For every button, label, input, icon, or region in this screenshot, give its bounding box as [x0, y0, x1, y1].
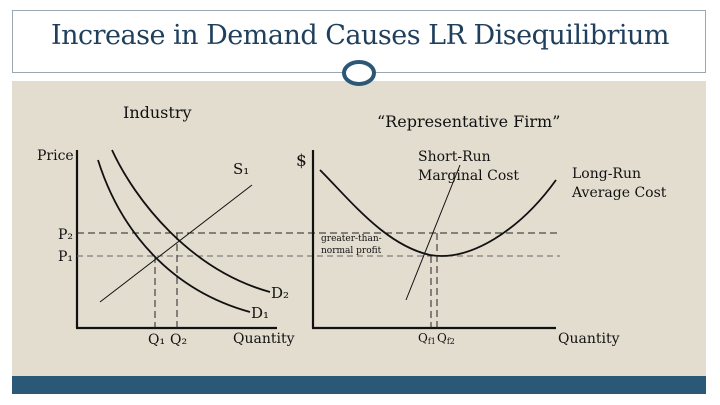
lrac-label-line1: Long-Run [572, 166, 641, 182]
price-label-p1: P₁ [58, 249, 73, 265]
industry-heading: Industry [123, 103, 192, 122]
quantity-label-qf1: Qf1 [418, 331, 436, 346]
content-area [12, 81, 706, 376]
demand-label-d2: D₂ [271, 284, 289, 302]
profit-label-line2: normal profit [321, 246, 382, 256]
firm-heading: “Representative Firm” [377, 112, 560, 131]
industry-quantity-axis-label: Quantity [233, 331, 295, 347]
firm-quantity-axis-label: Quantity [558, 331, 620, 347]
srmc-curve [405, 164, 461, 301]
supply-label-s1: S₁ [233, 160, 249, 178]
demand-label-d1: D₁ [251, 304, 269, 322]
srmc-label-line1: Short-Run [418, 149, 491, 165]
lrac-label-line2: Average Cost [571, 185, 667, 201]
quantity-label-q1: Q₁ [148, 332, 165, 348]
lrac-curve [319, 169, 557, 257]
ring-ornament-icon [342, 60, 376, 86]
quantity-label-qf2: Qf2 [437, 331, 455, 346]
srmc-label-line2: Marginal Cost [418, 168, 519, 184]
demand-curve-d2 [111, 149, 271, 293]
footer-bar [12, 376, 706, 394]
demand-curve-d1 [97, 159, 251, 313]
quantity-label-q2: Q₂ [170, 332, 187, 348]
supply-curve-s1 [99, 184, 253, 303]
price-label-p2: P₂ [58, 227, 73, 243]
profit-label-line1: greater-than- [321, 234, 382, 244]
firm-dollar-axis-label: $ [296, 151, 307, 171]
slide-title: Increase in Demand Causes LR Disequilibr… [50, 20, 670, 51]
industry-price-axis-label: Price [37, 148, 74, 164]
